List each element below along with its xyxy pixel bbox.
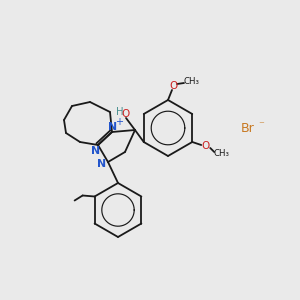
Text: +: + xyxy=(115,117,123,127)
Text: ⁻: ⁻ xyxy=(258,120,264,130)
Text: Br: Br xyxy=(241,122,255,134)
Text: O: O xyxy=(201,141,209,151)
Text: N: N xyxy=(98,159,106,169)
Text: N: N xyxy=(108,122,118,132)
Text: O: O xyxy=(170,81,178,91)
Text: CH₃: CH₃ xyxy=(183,77,199,86)
Text: CH₃: CH₃ xyxy=(213,149,229,158)
Text: O: O xyxy=(122,109,130,119)
Text: N: N xyxy=(92,146,100,156)
Text: H: H xyxy=(116,107,124,117)
